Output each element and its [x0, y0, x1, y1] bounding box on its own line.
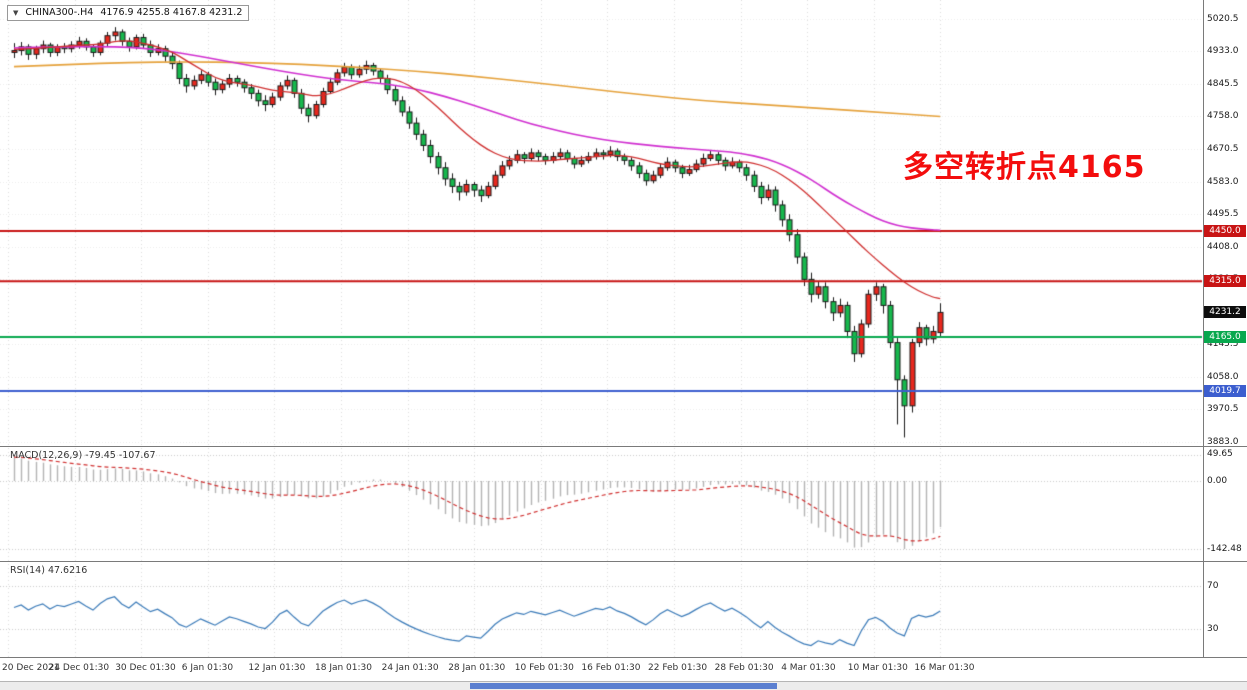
date-axis-label: 4 Mar 01:30	[781, 663, 836, 673]
hline-price-tag: 4019.7	[1204, 385, 1246, 398]
hline-price-tag: 4165.0	[1204, 331, 1246, 344]
price-axis-label: 4670.5	[1207, 143, 1239, 154]
price-axis-label: 4845.5	[1207, 78, 1239, 89]
horizontal-scrollbar-track[interactable]	[0, 681, 1247, 690]
rsi-axis-label: 70	[1207, 581, 1219, 591]
date-axis-label: 16 Feb 01:30	[581, 663, 641, 673]
price-axis-label: 3970.5	[1207, 404, 1239, 415]
current-price-tag: 4231.2	[1204, 306, 1246, 319]
symbol-info-box[interactable]: ▼ CHINA300-.H4 4176.9 4255.8 4167.8 4231…	[7, 5, 250, 21]
price-axis-label: 4058.0	[1207, 371, 1239, 382]
date-axis-label: 10 Feb 01:30	[514, 663, 574, 673]
price-axis-label: 4933.0	[1207, 46, 1239, 57]
hline-price-tag: 4315.0	[1204, 275, 1246, 288]
date-axis-label: 28 Jan 01:30	[448, 663, 506, 673]
macd-axis-label: 49.65	[1207, 449, 1233, 459]
date-axis-label: 28 Feb 01:30	[714, 663, 774, 673]
date-axis-label: 10 Mar 01:30	[847, 663, 908, 673]
date-axis-label: 30 Dec 01:30	[115, 663, 176, 673]
macd-axis-label: 0.00	[1207, 476, 1228, 486]
horizontal-scrollbar-thumb[interactable]	[470, 683, 777, 689]
date-axis-label: 16 Mar 01:30	[914, 663, 975, 673]
symbol-ohlc-values: 4176.9 4255.8 4167.8 4231.2	[100, 7, 243, 18]
price-axis-label: 4583.0	[1207, 176, 1239, 187]
date-axis-label: 24 Dec 01:30	[48, 663, 110, 673]
date-axis-label: 6 Jan 01:30	[181, 663, 234, 673]
rsi-indicator-label: RSI(14) 47.6216	[10, 565, 88, 576]
annotation-text: 多空转折点4165	[903, 150, 1146, 185]
date-axis-label: 18 Jan 01:30	[315, 663, 372, 673]
price-axis-label: 4408.0	[1207, 241, 1239, 252]
macd-indicator-label: MACD(12,26,9) -79.45 -107.67	[10, 450, 156, 461]
macd-axis-label: -142.48	[1207, 544, 1242, 554]
dropdown-arrow-icon[interactable]: ▼	[13, 8, 19, 17]
panel-separator-rsi-dates	[0, 657, 1247, 658]
date-axis-label: 24 Jan 01:30	[381, 663, 439, 673]
panel-separator-macd-rsi[interactable]	[0, 561, 1247, 562]
rsi-axis-label: 30	[1207, 624, 1219, 634]
panel-separator-main-macd[interactable]	[0, 446, 1247, 447]
hline-price-tag: 4450.0	[1204, 225, 1246, 237]
price-axis-divider	[1203, 0, 1204, 658]
price-axis-label: 4145.5	[1207, 339, 1239, 350]
price-axis-label: 4758.0	[1207, 111, 1239, 122]
symbol-name: CHINA300-.H4	[25, 7, 94, 18]
date-axis-label: 20 Dec 2021	[2, 663, 60, 673]
price-axis-label: 5020.5	[1207, 13, 1239, 24]
price-axis-label: 3883.0	[1207, 436, 1239, 447]
date-axis-label: 12 Jan 01:30	[248, 663, 306, 673]
price-axis-label: 4495.5	[1207, 209, 1239, 220]
date-axis-label: 22 Feb 01:30	[648, 663, 708, 673]
